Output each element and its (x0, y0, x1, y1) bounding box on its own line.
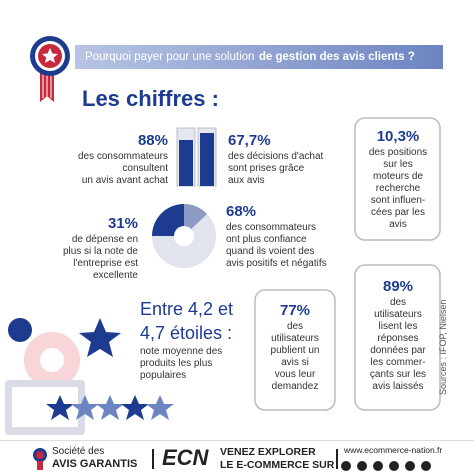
stat-value: 77% (279, 302, 311, 319)
bar-illustration (176, 127, 217, 187)
decoration (5, 36, 441, 435)
stat-text: l'entreprise est (73, 258, 138, 269)
cta-line1: VENEZ EXPLORER (220, 446, 316, 458)
stat-value: 67,7% (228, 132, 271, 149)
stat-value: Entre 4,2 et (140, 299, 234, 319)
stat-value: 4,7 étoiles : (140, 323, 233, 343)
stat-value: 10,3% (376, 128, 420, 145)
stat-text: des consommateurs (77, 151, 168, 162)
stat: Entre 4,2 et 4,7 étoiles : note moyenne de… (140, 298, 252, 382)
stat-text: sont prises grâce (228, 163, 305, 174)
stat-text: cées par les (371, 207, 425, 218)
stat-text: note moyenne des (140, 346, 223, 357)
stat-box (254, 289, 336, 411)
stat-text: utilisateurs (374, 309, 422, 320)
review-illustration (5, 318, 174, 435)
cta-line2: LE E-COMMERCE SUR (220, 459, 335, 471)
stat-value: 88% (137, 132, 168, 149)
stat: 89% des utilisateurs lisent les réponses donn… (356, 278, 440, 393)
stat-text: lisent les (378, 321, 418, 332)
stat-text: de dépense en (71, 234, 138, 245)
stat-text: aux avis (228, 175, 265, 186)
stat-text: des (286, 321, 304, 332)
stat-value: 31% (107, 215, 138, 232)
stat-value: 89% (382, 278, 414, 295)
stat-text: des positions (368, 147, 428, 158)
footer-url[interactable]: www.ecommerce-nation.fr (344, 445, 443, 455)
stat: 77% des utilisateurs publient un avis si vous… (256, 302, 334, 393)
stat-text: des décisions d'achat (228, 151, 324, 162)
stat: 67,7% des décisions d'achat sont prises gr… (228, 132, 348, 187)
stat-box (354, 117, 441, 241)
brand-line2: AVIS GARANTIS (52, 458, 138, 470)
stat-text: avis laissés (372, 381, 424, 392)
stat-value: 68% (226, 203, 257, 220)
stat-text: des (389, 297, 407, 308)
stat: 68% des consommateurs ont plus confiance qu… (226, 203, 356, 270)
stat-text: produits les plus (140, 358, 213, 369)
stat-text: vous leur (274, 369, 316, 380)
stat-text: moteurs de (372, 171, 424, 182)
pie-illustration (152, 204, 216, 268)
stat-box (354, 264, 441, 411)
footer: Société des AVIS GARANTIS ECN VENEZ EXPL… (0, 440, 474, 475)
section-title: Les chiffres : (82, 86, 219, 111)
stat: 31% de dépense en plus si la note de l'entr… (40, 215, 138, 282)
stat: 88% des consommateurs consultent un avis av… (40, 132, 168, 187)
stat-text: avis si (281, 357, 309, 368)
footer-decoration (33, 448, 431, 471)
stat-text: populaires (140, 370, 187, 381)
stat-text: ont plus confiance (226, 234, 307, 245)
sources: Sources : IFOP, Nielsen (438, 299, 448, 395)
stat-text: avis positifs et négatifs (226, 258, 327, 269)
ecn-logo: ECN (162, 445, 209, 470)
stat-text: un avis avant achat (81, 175, 168, 186)
stat-text: demandez (271, 381, 319, 392)
medal-icon (30, 36, 70, 102)
stat-text: données par (370, 345, 426, 356)
stat-text: consultent (122, 163, 168, 174)
stat-text: sont influen- (370, 195, 426, 206)
stat-text: sur les (383, 159, 413, 170)
brand-line1: Société des (52, 446, 105, 457)
stat-text: des consommateurs (226, 222, 317, 233)
stat-text: quand ils voient des (226, 246, 315, 257)
stat-text: recherche (375, 183, 421, 194)
stat-text: plus si la note de (62, 246, 138, 257)
stat-text: avis (389, 219, 407, 230)
stat-text: utilisateurs (271, 333, 319, 344)
header-band: Pourquoi payer pour une solution de gest… (75, 45, 443, 69)
header-title-bold: de gestion des avis clients ? (258, 51, 415, 63)
stat-text: publient un (270, 345, 320, 356)
stat-text: réponses (377, 333, 419, 344)
header-title: Pourquoi payer pour une solution (85, 51, 255, 63)
stat-text: les commer- (370, 357, 426, 368)
stat-text: çants sur les (369, 369, 427, 380)
stat: 10,3% des positions sur les moteurs de reche… (356, 128, 440, 231)
stat-text: excellente (92, 270, 138, 281)
